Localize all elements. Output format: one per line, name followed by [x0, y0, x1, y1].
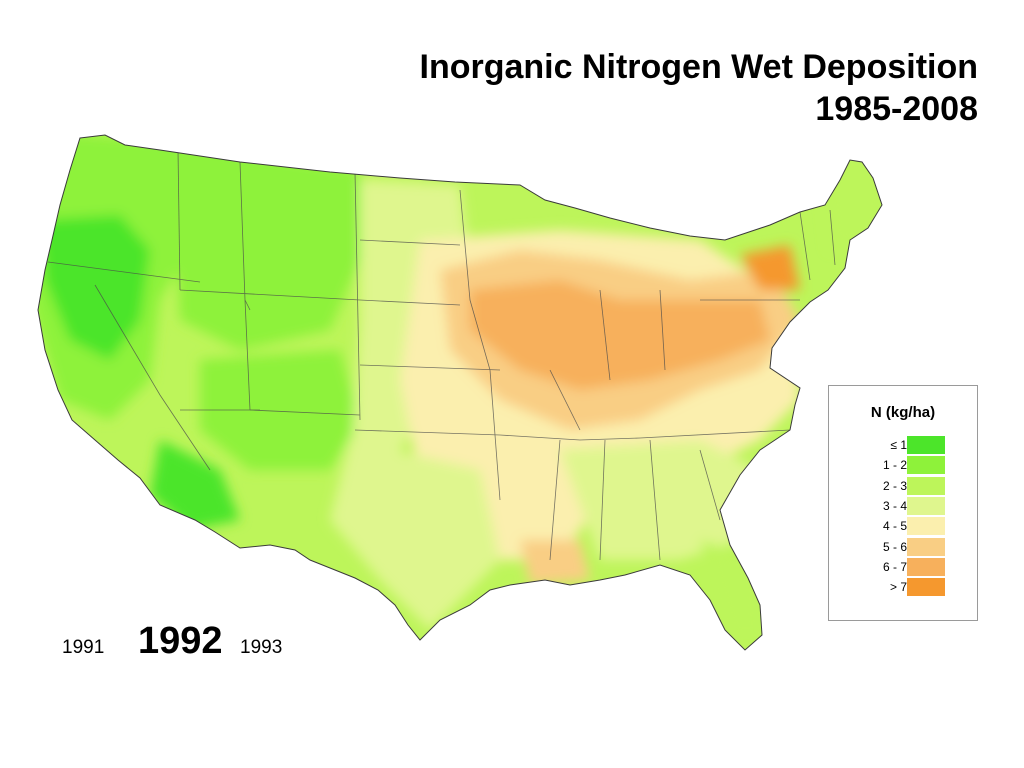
legend: N (kg/ha) ≤ 1 1 - 2 2 - 3 3 - 4 4 - 5 5 - 6 6 …: [828, 385, 978, 621]
legend-item-label: 2 - 3: [882, 478, 907, 493]
legend-swatch: [907, 517, 945, 536]
next-year-link[interactable]: 1993: [240, 637, 283, 658]
current-year: 1992: [138, 620, 223, 662]
previous-year-link[interactable]: 1991: [62, 637, 105, 658]
legend-item: 5 - 6: [829, 537, 979, 557]
legend-item: > 7: [829, 578, 979, 597]
legend-item-label: 1 - 2: [882, 458, 907, 473]
legend-item-label: 6 - 7: [882, 559, 907, 574]
map-title: Inorganic Nitrogen Wet Deposition 1985-2…: [420, 46, 979, 130]
legend-swatch: [907, 557, 945, 576]
legend-item: 4 - 5: [829, 517, 979, 536]
legend-item-label: > 7: [889, 580, 907, 595]
legend-swatch: [907, 456, 945, 475]
legend-swatch: [907, 476, 945, 495]
legend-title: N (kg/ha): [870, 404, 936, 421]
legend-swatch: [907, 537, 945, 556]
legend-item: 3 - 4: [829, 496, 979, 516]
legend-item: ≤ 1: [829, 436, 979, 455]
legend-item: 2 - 3: [829, 476, 979, 496]
legend-item-label: 3 - 4: [882, 498, 907, 513]
legend-item-label: 4 - 5: [882, 519, 907, 534]
legend-swatch: [907, 578, 945, 597]
title-line-2: 1985-2008: [815, 90, 978, 128]
title-line-1: Inorganic Nitrogen Wet Deposition: [419, 48, 979, 86]
legend-item-label: 5 - 6: [882, 539, 907, 554]
legend-item-label: ≤ 1: [890, 438, 907, 452]
legend-swatch: [907, 436, 945, 454]
legend-swatch: [907, 496, 945, 515]
legend-item: 1 - 2: [829, 456, 979, 475]
legend-item: 6 - 7: [829, 557, 979, 577]
